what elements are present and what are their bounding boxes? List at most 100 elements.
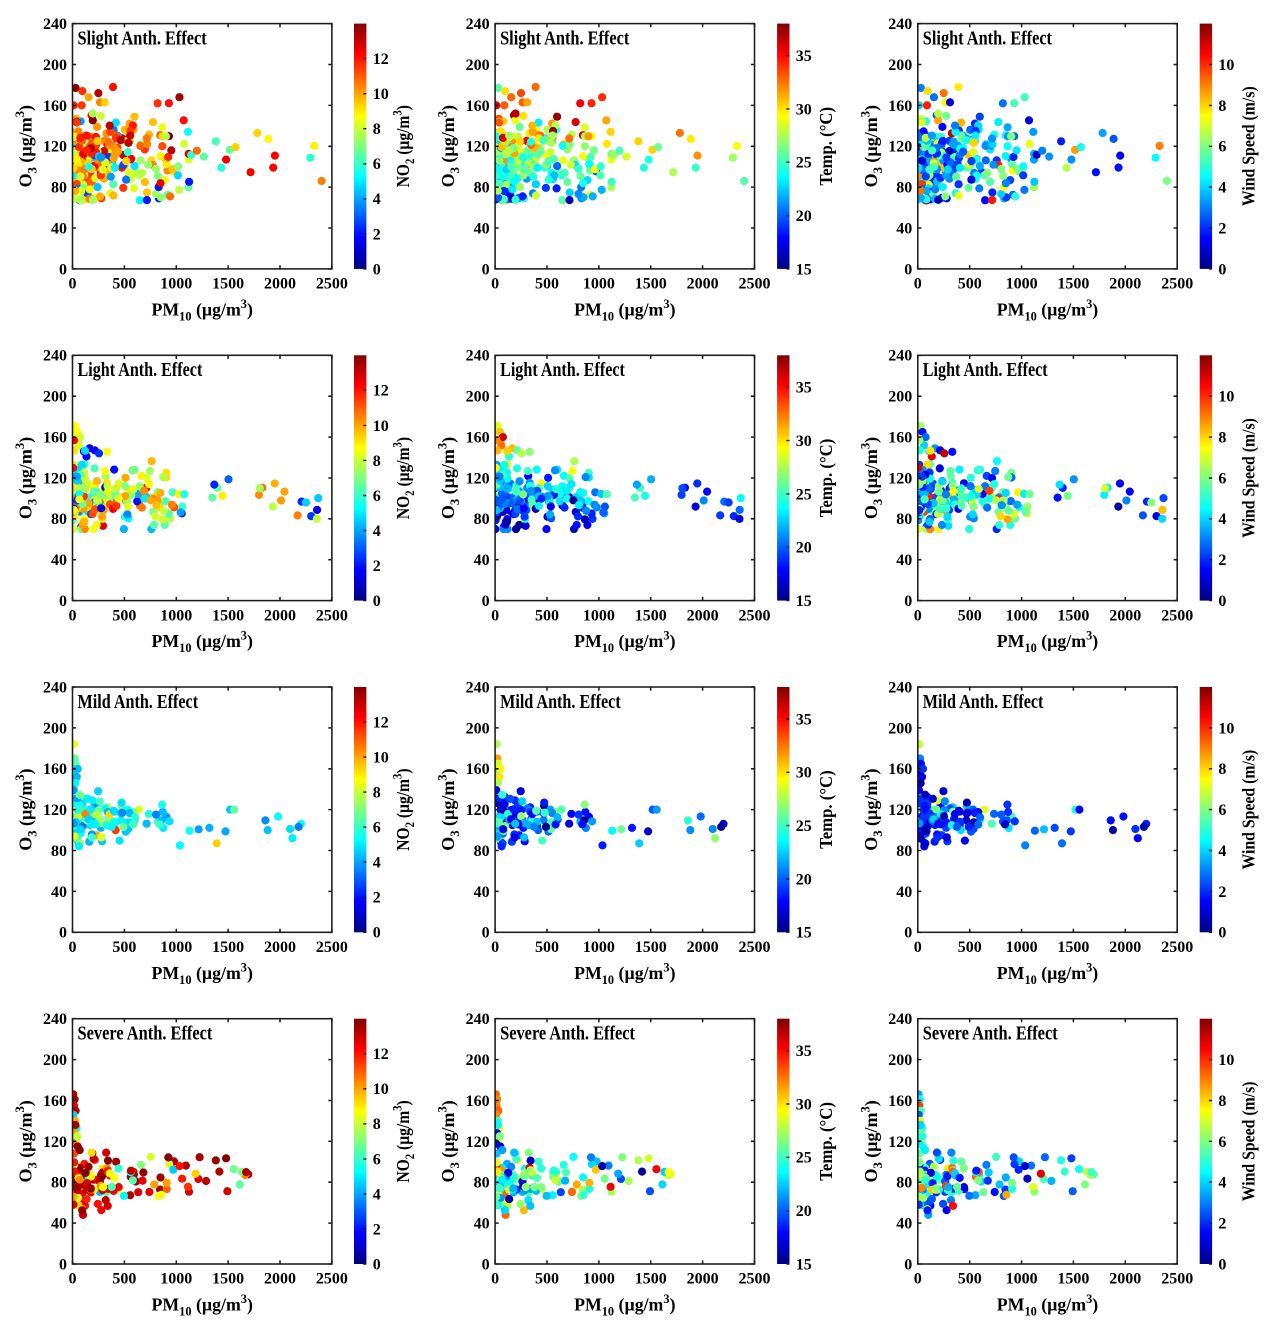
svg-text:6: 6 (373, 156, 381, 173)
svg-text:0: 0 (59, 593, 67, 610)
svg-text:6: 6 (1218, 802, 1226, 819)
svg-text:2000: 2000 (1109, 607, 1141, 624)
svg-text:25: 25 (796, 1150, 812, 1167)
svg-text:40: 40 (474, 1216, 490, 1233)
svg-text:Severe Anth. Effect: Severe Anth. Effect (923, 1024, 1058, 1045)
svg-text:O3 (µg/m3): O3 (µg/m3) (13, 1100, 40, 1182)
svg-text:0: 0 (482, 925, 490, 942)
svg-text:8: 8 (373, 121, 381, 138)
svg-text:500: 500 (535, 276, 559, 293)
svg-text:80: 80 (896, 1175, 912, 1192)
svg-text:120: 120 (888, 139, 912, 156)
svg-text:240: 240 (466, 348, 490, 365)
svg-text:500: 500 (535, 1271, 559, 1288)
svg-text:8: 8 (1218, 430, 1226, 447)
svg-text:2500: 2500 (316, 939, 348, 956)
svg-text:20: 20 (796, 208, 812, 225)
svg-text:200: 200 (43, 720, 67, 737)
svg-text:200: 200 (43, 57, 67, 74)
svg-text:0: 0 (59, 925, 67, 942)
svg-text:2500: 2500 (739, 607, 771, 624)
svg-text:O3 (µg/m3): O3 (µg/m3) (13, 437, 40, 519)
svg-text:80: 80 (51, 180, 67, 197)
svg-text:80: 80 (896, 511, 912, 528)
svg-text:6: 6 (373, 820, 381, 837)
svg-text:0: 0 (1218, 925, 1226, 942)
svg-text:O3 (µg/m3): O3 (µg/m3) (858, 437, 885, 519)
svg-text:4: 4 (1218, 511, 1226, 528)
svg-text:4: 4 (373, 855, 381, 872)
svg-text:1000: 1000 (583, 939, 615, 956)
svg-text:2500: 2500 (739, 939, 771, 956)
svg-text:1000: 1000 (160, 1271, 192, 1288)
svg-text:Temp. (°C): Temp. (°C) (816, 439, 837, 518)
svg-text:2: 2 (1218, 1216, 1226, 1233)
svg-text:1000: 1000 (583, 276, 615, 293)
svg-text:Slight Anth. Effect: Slight Anth. Effect (78, 28, 208, 49)
svg-text:240: 240 (43, 16, 67, 33)
svg-text:12: 12 (373, 383, 389, 400)
svg-text:2500: 2500 (316, 607, 348, 624)
svg-text:NO2 (µg/m3): NO2 (µg/m3) (390, 769, 417, 851)
svg-text:0: 0 (373, 1256, 381, 1273)
svg-text:8: 8 (1218, 1093, 1226, 1110)
svg-text:500: 500 (112, 1271, 136, 1288)
svg-text:160: 160 (888, 761, 912, 778)
svg-text:PM10 (µg/m3): PM10 (µg/m3) (997, 1292, 1098, 1319)
svg-text:PM10 (µg/m3): PM10 (µg/m3) (152, 1292, 253, 1319)
svg-text:Light Anth. Effect: Light Anth. Effect (78, 360, 203, 381)
svg-text:40: 40 (51, 1216, 67, 1233)
svg-text:1500: 1500 (635, 1271, 667, 1288)
svg-text:0: 0 (914, 276, 922, 293)
svg-text:12: 12 (373, 1046, 389, 1063)
svg-text:240: 240 (466, 1011, 490, 1028)
svg-text:0: 0 (904, 593, 912, 610)
svg-text:0: 0 (914, 1271, 922, 1288)
svg-text:35: 35 (796, 711, 812, 728)
svg-text:NO2 (µg/m3): NO2 (µg/m3) (390, 1100, 417, 1182)
svg-text:1000: 1000 (160, 276, 192, 293)
svg-text:15: 15 (796, 261, 812, 278)
svg-text:Light Anth. Effect: Light Anth. Effect (500, 360, 625, 381)
svg-text:25: 25 (796, 818, 812, 835)
svg-text:2500: 2500 (1161, 939, 1193, 956)
svg-text:12: 12 (373, 714, 389, 731)
svg-text:0: 0 (482, 593, 490, 610)
svg-text:30: 30 (796, 765, 812, 782)
svg-text:4: 4 (373, 523, 381, 540)
svg-text:Light Anth. Effect: Light Anth. Effect (923, 360, 1048, 381)
svg-text:2: 2 (1218, 884, 1226, 901)
svg-text:1500: 1500 (1057, 607, 1089, 624)
svg-text:2: 2 (373, 1221, 381, 1238)
svg-text:2500: 2500 (739, 1271, 771, 1288)
svg-text:6: 6 (373, 488, 381, 505)
svg-text:PM10 (µg/m3): PM10 (µg/m3) (574, 297, 675, 324)
svg-text:10: 10 (1218, 389, 1234, 406)
svg-text:0: 0 (491, 276, 499, 293)
svg-text:500: 500 (535, 607, 559, 624)
svg-text:240: 240 (888, 1011, 912, 1028)
svg-text:80: 80 (896, 180, 912, 197)
svg-text:0: 0 (69, 607, 77, 624)
svg-text:2500: 2500 (316, 276, 348, 293)
svg-text:120: 120 (466, 802, 490, 819)
svg-text:2000: 2000 (687, 939, 719, 956)
svg-text:120: 120 (43, 470, 67, 487)
svg-text:0: 0 (1218, 593, 1226, 610)
svg-text:200: 200 (43, 1052, 67, 1069)
svg-text:40: 40 (896, 1216, 912, 1233)
svg-text:80: 80 (896, 843, 912, 860)
svg-text:35: 35 (796, 380, 812, 397)
svg-text:25: 25 (796, 155, 812, 172)
svg-text:PM10 (µg/m3): PM10 (µg/m3) (152, 960, 253, 987)
svg-text:200: 200 (888, 389, 912, 406)
svg-text:Mild Anth. Effect: Mild Anth. Effect (500, 692, 621, 713)
svg-text:O3 (µg/m3): O3 (µg/m3) (13, 768, 40, 850)
svg-text:O3 (µg/m3): O3 (µg/m3) (436, 768, 463, 850)
svg-text:2000: 2000 (687, 276, 719, 293)
svg-text:PM10 (µg/m3): PM10 (µg/m3) (152, 629, 253, 656)
svg-text:PM10 (µg/m3): PM10 (µg/m3) (997, 960, 1098, 987)
svg-text:4: 4 (373, 1186, 381, 1203)
svg-text:10: 10 (373, 750, 389, 767)
svg-text:0: 0 (491, 1271, 499, 1288)
